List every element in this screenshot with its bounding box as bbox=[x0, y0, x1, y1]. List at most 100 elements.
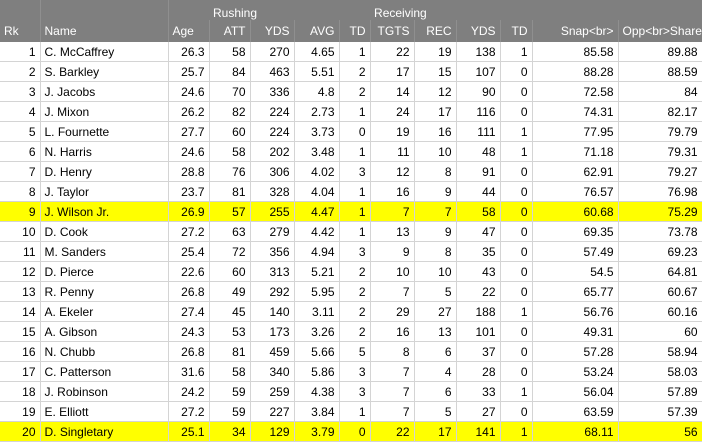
snap-share-cell: 54.5 bbox=[532, 261, 619, 282]
rush-yds-cell: 129 bbox=[250, 421, 295, 442]
rec-tgts-cell: 10 bbox=[370, 261, 415, 282]
col-header-rush-td[interactable]: TD bbox=[339, 20, 371, 42]
rec-tgts-cell: 7 bbox=[370, 361, 415, 382]
table-row[interactable]: 14 A. Ekeler 27.4 45 140 3.11 2 29 27 188 1 56.76 60… bbox=[0, 301, 702, 322]
col-header-rec-yds[interactable]: YDS bbox=[456, 20, 501, 42]
rec-yds-cell: 101 bbox=[456, 321, 501, 342]
rec-td-cell: 1 bbox=[500, 141, 533, 162]
rank-cell: 20 bbox=[0, 421, 41, 442]
rank-cell: 8 bbox=[0, 181, 41, 202]
table-row[interactable]: 12 D. Pierce 22.6 60 313 5.21 2 10 10 43 0 54.5 64.8… bbox=[0, 261, 702, 282]
rank-cell: 17 bbox=[0, 361, 41, 382]
opp-share-cell: 73.78 bbox=[618, 221, 702, 242]
snap-share-cell: 77.95 bbox=[532, 121, 619, 142]
col-header-rec-tgts[interactable]: TGTS bbox=[370, 20, 415, 42]
rush-att-cell: 58 bbox=[209, 42, 251, 62]
rush-avg-cell: 3.79 bbox=[294, 421, 340, 442]
table-row[interactable]: 9 J. Wilson Jr. 26.9 57 255 4.47 1 7 7 58 0 60.68 75… bbox=[0, 201, 702, 222]
col-header-rk[interactable]: Rk bbox=[0, 20, 41, 42]
age-cell: 27.2 bbox=[168, 401, 210, 422]
rush-att-cell: 81 bbox=[209, 341, 251, 362]
opp-share-cell: 60.67 bbox=[618, 281, 702, 302]
opp-share-cell: 60 bbox=[618, 321, 702, 342]
rank-cell: 13 bbox=[0, 281, 41, 302]
rush-yds-cell: 270 bbox=[250, 42, 295, 62]
rec-tgts-cell: 16 bbox=[370, 321, 415, 342]
rush-att-cell: 82 bbox=[209, 101, 251, 122]
rec-td-cell: 0 bbox=[500, 101, 533, 122]
table-row[interactable]: 8 J. Taylor 23.7 81 328 4.04 1 16 9 44 0 76.57 76.98 bbox=[0, 181, 702, 202]
rec-td-cell: 0 bbox=[500, 81, 533, 102]
snap-share-cell: 74.31 bbox=[532, 101, 619, 122]
rec-td-cell: 0 bbox=[500, 401, 533, 422]
rec-rec-cell: 17 bbox=[414, 421, 457, 442]
rush-yds-cell: 463 bbox=[250, 61, 295, 82]
rec-rec-cell: 10 bbox=[414, 141, 457, 162]
col-header-snap[interactable]: Snap<br> bbox=[532, 20, 619, 42]
header-group-row: Rushing Receiving bbox=[0, 0, 702, 20]
rec-td-cell: 1 bbox=[500, 421, 533, 442]
snap-share-cell: 68.11 bbox=[532, 421, 619, 442]
col-header-rush-avg[interactable]: AVG bbox=[294, 20, 340, 42]
age-cell: 26.3 bbox=[168, 42, 210, 62]
age-cell: 27.4 bbox=[168, 301, 210, 322]
rec-yds-cell: 111 bbox=[456, 121, 501, 142]
table-row[interactable]: 19 E. Elliott 27.2 59 227 3.84 1 7 5 27 0 63.59 57.3… bbox=[0, 401, 702, 422]
table-row[interactable]: 6 N. Harris 24.6 58 202 3.48 1 11 10 48 1 71.18 79.3… bbox=[0, 141, 702, 162]
name-cell: M. Sanders bbox=[40, 241, 169, 262]
table-row[interactable]: 11 M. Sanders 25.4 72 356 4.94 3 9 8 35 0 57.49 69.2… bbox=[0, 241, 702, 262]
rush-td-cell: 2 bbox=[339, 281, 371, 302]
rec-rec-cell: 10 bbox=[414, 261, 457, 282]
col-header-rec-td[interactable]: TD bbox=[500, 20, 533, 42]
rush-yds-cell: 140 bbox=[250, 301, 295, 322]
col-header-age[interactable]: Age bbox=[168, 20, 210, 42]
rec-tgts-cell: 22 bbox=[370, 421, 415, 442]
rec-td-cell: 0 bbox=[500, 181, 533, 202]
rank-cell: 1 bbox=[0, 42, 41, 62]
rush-att-cell: 72 bbox=[209, 241, 251, 262]
col-header-rush-yds[interactable]: YDS bbox=[250, 20, 295, 42]
table-row[interactable]: 18 J. Robinson 24.2 59 259 4.38 3 7 6 33 1 56.04 57.… bbox=[0, 381, 702, 402]
rank-cell: 6 bbox=[0, 141, 41, 162]
age-cell: 22.6 bbox=[168, 261, 210, 282]
rec-td-cell: 0 bbox=[500, 221, 533, 242]
age-cell: 27.2 bbox=[168, 221, 210, 242]
table-row[interactable]: 5 L. Fournette 27.7 60 224 3.73 0 19 16 111 1 77.95… bbox=[0, 121, 702, 142]
rush-td-cell: 2 bbox=[339, 321, 371, 342]
opp-share-cell: 58.94 bbox=[618, 341, 702, 362]
age-cell: 31.6 bbox=[168, 361, 210, 382]
rank-cell: 3 bbox=[0, 81, 41, 102]
rec-rec-cell: 13 bbox=[414, 321, 457, 342]
snap-share-cell: 65.77 bbox=[532, 281, 619, 302]
rec-rec-cell: 5 bbox=[414, 281, 457, 302]
table-row[interactable]: 15 A. Gibson 24.3 53 173 3.26 2 16 13 101 0 49.31 60 bbox=[0, 321, 702, 342]
table-row[interactable]: 10 D. Cook 27.2 63 279 4.42 1 13 9 47 0 69.35 73.78 bbox=[0, 221, 702, 242]
rec-yds-cell: 188 bbox=[456, 301, 501, 322]
col-header-rush-att[interactable]: ATT bbox=[209, 20, 251, 42]
rec-rec-cell: 4 bbox=[414, 361, 457, 382]
table-row[interactable]: 17 C. Patterson 31.6 58 340 5.86 3 7 4 28 0 53.24 58… bbox=[0, 361, 702, 382]
rec-tgts-cell: 7 bbox=[370, 381, 415, 402]
table-row[interactable]: 4 J. Mixon 26.2 82 224 2.73 1 24 17 116 0 74.31 82.1… bbox=[0, 101, 702, 122]
age-cell: 24.6 bbox=[168, 141, 210, 162]
col-header-opp-share[interactable]: Opp<br>Share bbox=[618, 20, 702, 42]
table-row[interactable]: 1 C. McCaffrey 26.3 58 270 4.65 1 22 19 138 1 85.58… bbox=[0, 42, 702, 62]
rec-td-cell: 0 bbox=[500, 241, 533, 262]
snap-share-cell: 69.35 bbox=[532, 221, 619, 242]
rec-tgts-cell: 11 bbox=[370, 141, 415, 162]
col-header-name[interactable]: Name bbox=[40, 20, 169, 42]
col-header-rec-rec[interactable]: REC bbox=[414, 20, 457, 42]
rec-rec-cell: 19 bbox=[414, 42, 457, 62]
name-cell: D. Cook bbox=[40, 221, 169, 242]
name-cell: J. Mixon bbox=[40, 101, 169, 122]
rush-yds-cell: 224 bbox=[250, 101, 295, 122]
table-row[interactable]: 3 J. Jacobs 24.6 70 336 4.8 2 14 12 90 0 72.58 84 bbox=[0, 81, 702, 102]
rec-td-cell: 0 bbox=[500, 61, 533, 82]
table-row[interactable]: 20 D. Singletary 25.1 34 129 3.79 0 22 17 141 1 68.… bbox=[0, 421, 702, 442]
rush-avg-cell: 4.8 bbox=[294, 81, 340, 102]
table-row[interactable]: 13 R. Penny 26.8 49 292 5.95 2 7 5 22 0 65.77 60.67 bbox=[0, 281, 702, 302]
table-row[interactable]: 7 D. Henry 28.8 76 306 4.02 3 12 8 91 0 62.91 79.27 bbox=[0, 161, 702, 182]
table-row[interactable]: 2 S. Barkley 25.7 84 463 5.51 2 17 15 107 0 88.28 88… bbox=[0, 61, 702, 82]
table-row[interactable]: 16 N. Chubb 26.8 81 459 5.66 5 8 6 37 0 57.28 58.94 bbox=[0, 341, 702, 362]
rank-cell: 18 bbox=[0, 381, 41, 402]
